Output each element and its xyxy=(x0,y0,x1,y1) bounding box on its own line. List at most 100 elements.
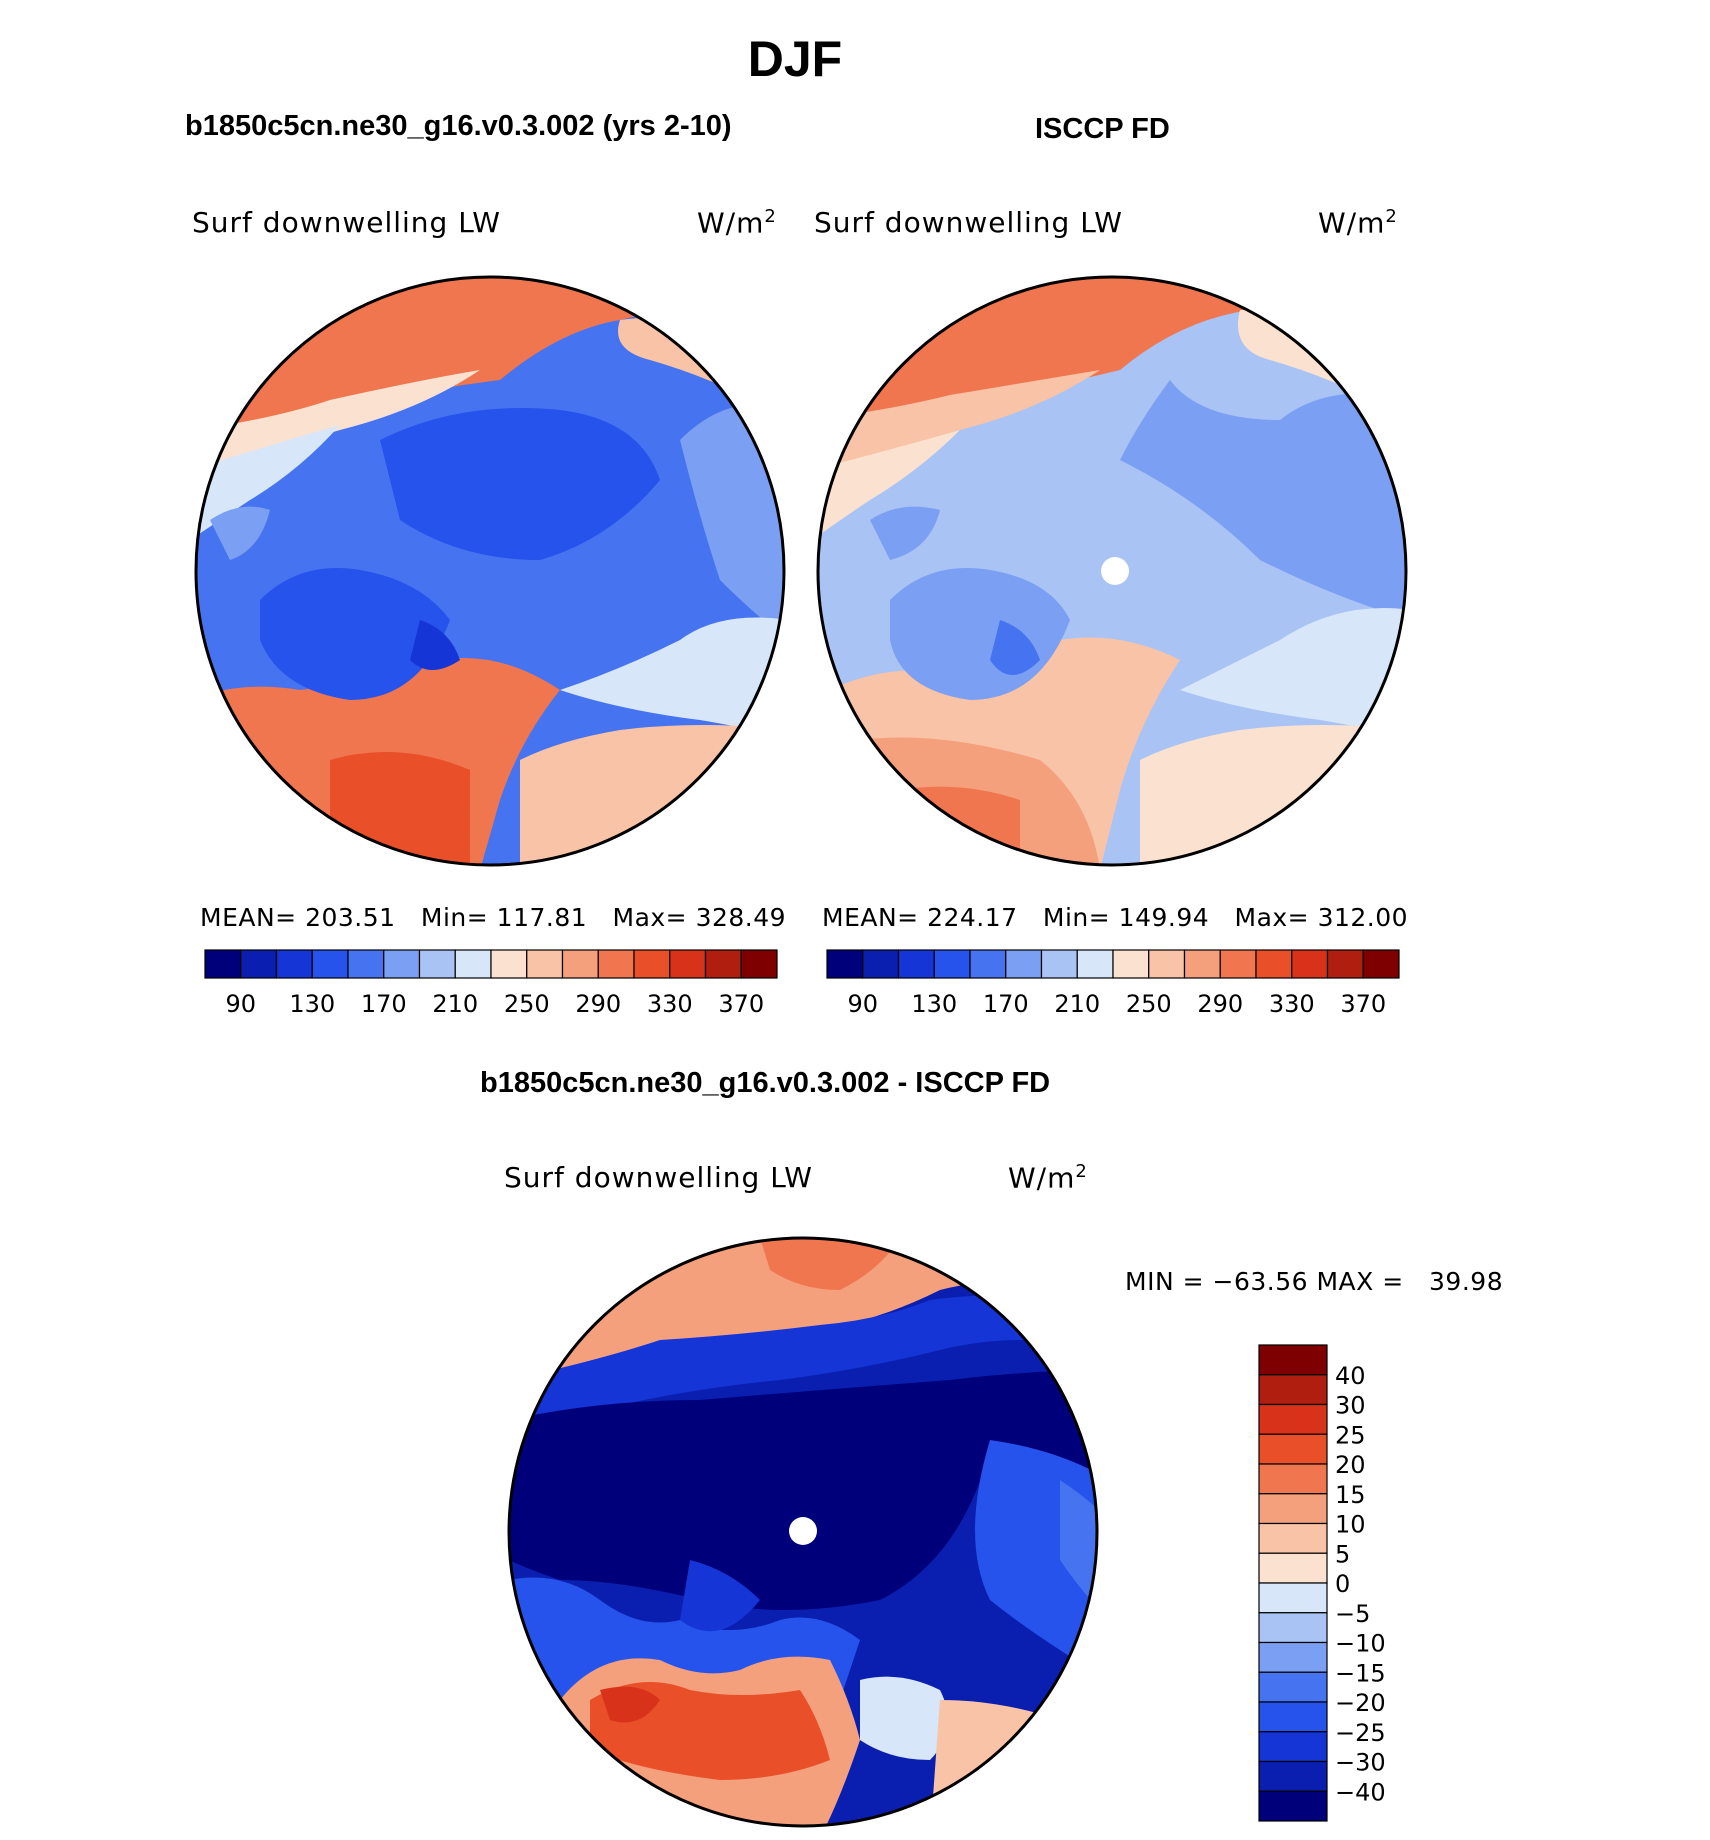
colorbar-swatch xyxy=(826,949,864,979)
right-stats: MEAN= 224.17 Min= 149.94 Max= 312.00 xyxy=(822,903,1408,932)
model-map-boundary xyxy=(194,275,786,867)
colorbar-swatch xyxy=(1326,949,1364,979)
colorbar-swatch xyxy=(969,949,1007,979)
min-label: Min= xyxy=(1042,903,1111,932)
colorbar-tick-label: 10 xyxy=(1335,1511,1366,1539)
colorbar-tick-label: 40 xyxy=(1335,1362,1366,1390)
colorbar-tick-label: −25 xyxy=(1335,1719,1386,1747)
colorbar-swatch xyxy=(1255,949,1293,979)
colorbar-tick-label: 290 xyxy=(1197,990,1243,1018)
obs-map-boundary xyxy=(816,275,1408,867)
units-exponent: 2 xyxy=(1075,1161,1088,1182)
colorbar-tick-label: 15 xyxy=(1335,1481,1366,1509)
diff-units-label: W/m2 xyxy=(1008,1161,1088,1194)
colorbar-swatch xyxy=(1005,949,1043,979)
min-label: MIN = xyxy=(1125,1267,1205,1296)
colorbar-tick-label: 30 xyxy=(1335,1392,1366,1420)
colorbar-swatch xyxy=(669,949,707,979)
colorbar-tick-label: −40 xyxy=(1335,1778,1386,1806)
colorbar-tick-label: 370 xyxy=(718,990,764,1018)
colorbar-tick-label: −5 xyxy=(1335,1600,1370,1628)
colorbar-swatch xyxy=(704,949,742,979)
colorbar-tick-label: 20 xyxy=(1335,1451,1366,1479)
max-value: 328.49 xyxy=(695,903,787,932)
colorbar-swatch xyxy=(1258,1344,1328,1376)
colorbar-swatch xyxy=(897,949,935,979)
colorbar-swatch xyxy=(1148,949,1186,979)
colorbar-swatch xyxy=(1076,949,1114,979)
left-panel-title: b1850c5cn.ne30_g16.v0.3.002 (yrs 2-10) xyxy=(185,110,732,142)
colorbar-swatch xyxy=(204,949,242,979)
season-title: DJF xyxy=(747,31,843,87)
colorbar-tick-label: 290 xyxy=(575,990,621,1018)
colorbar-swatch xyxy=(1258,1463,1328,1495)
min-label: Min= xyxy=(420,903,489,932)
colorbar-tick-label: −30 xyxy=(1335,1749,1386,1777)
colorbar-tick-label: 90 xyxy=(847,990,878,1018)
colorbar-swatch xyxy=(1258,1582,1328,1614)
colorbar-tick-label: 130 xyxy=(289,990,335,1018)
colorbar-tick-label: 170 xyxy=(983,990,1029,1018)
colorbar-swatch xyxy=(740,949,778,979)
units-exponent: 2 xyxy=(764,206,777,227)
model-map xyxy=(196,277,784,865)
colorbar-tick-label: 330 xyxy=(647,990,693,1018)
colorbar-swatch xyxy=(275,949,313,979)
colorbar-swatch xyxy=(1040,949,1078,979)
colorbar-swatch xyxy=(1258,1790,1328,1822)
colorbar-tick-label: −20 xyxy=(1335,1689,1386,1717)
max-label: Max= xyxy=(612,903,688,932)
right-variable-label: Surf downwelling LW xyxy=(814,206,1123,239)
colorbar-swatch xyxy=(1258,1731,1328,1763)
colorbar-swatch xyxy=(240,949,278,979)
colorbar-swatch xyxy=(418,949,456,979)
colorbar-swatch xyxy=(1258,1701,1328,1733)
model-colorbar: 90 130 170 210 250 290 330 370 xyxy=(204,949,778,1018)
mean-value: 224.17 xyxy=(927,903,1018,932)
colorbar-tick-label: 0 xyxy=(1335,1570,1350,1598)
colorbar-swatch xyxy=(933,949,971,979)
colorbar-tick-label: 170 xyxy=(361,990,407,1018)
colorbar-tick-label: 370 xyxy=(1340,990,1386,1018)
colorbar-swatch xyxy=(311,949,349,979)
colorbar-tick-label: 250 xyxy=(1126,990,1172,1018)
colorbar-swatch xyxy=(490,949,528,979)
colorbar-swatch xyxy=(1258,1403,1328,1435)
colorbar-swatch xyxy=(1291,949,1329,979)
max-value: 39.98 xyxy=(1429,1267,1504,1296)
right-panel-title: ISCCP FD xyxy=(1035,113,1170,145)
colorbar-swatch xyxy=(1258,1552,1328,1584)
colorbar-swatch xyxy=(526,949,564,979)
units-exponent: 2 xyxy=(1385,206,1398,227)
mean-value: 203.51 xyxy=(305,903,396,932)
colorbar-swatch xyxy=(1258,1671,1328,1703)
colorbar-tick-label: 210 xyxy=(432,990,478,1018)
colorbar-swatch xyxy=(561,949,599,979)
obs-pole-mask xyxy=(1101,557,1129,585)
colorbar-swatch xyxy=(1258,1522,1328,1554)
colorbar-swatch xyxy=(1258,1612,1328,1644)
colorbar-swatch xyxy=(1258,1641,1328,1673)
units-text: W/m xyxy=(1318,206,1386,240)
colorbar-swatch xyxy=(1219,949,1257,979)
max-label: MAX = xyxy=(1316,1267,1404,1296)
colorbar-tick-label: 90 xyxy=(225,990,256,1018)
colorbar-tick-label: 25 xyxy=(1335,1421,1366,1449)
diff-map-boundary xyxy=(507,1236,1099,1828)
colorbar-swatch xyxy=(454,949,492,979)
diff-stats: MIN = −63.56 MAX = 39.98 xyxy=(1125,1267,1503,1296)
diff-pole-mask xyxy=(789,1517,817,1545)
diff-panel-title: b1850c5cn.ne30_g16.v0.3.002 - ISCCP FD xyxy=(480,1067,1051,1099)
mean-label: MEAN= xyxy=(200,903,297,932)
colorbar-swatch xyxy=(347,949,385,979)
colorbar-swatch xyxy=(1258,1374,1328,1406)
colorbar-tick-label: 5 xyxy=(1335,1540,1350,1568)
colorbar-tick-label: −10 xyxy=(1335,1630,1386,1658)
colorbar-tick-label: 330 xyxy=(1269,990,1315,1018)
colorbar-swatch xyxy=(1183,949,1221,979)
left-variable-label: Surf downwelling LW xyxy=(192,206,501,239)
obs-colorbar: 90 130 170 210 250 290 330 370 xyxy=(826,949,1400,1018)
diff-variable-label: Surf downwelling LW xyxy=(504,1161,813,1194)
